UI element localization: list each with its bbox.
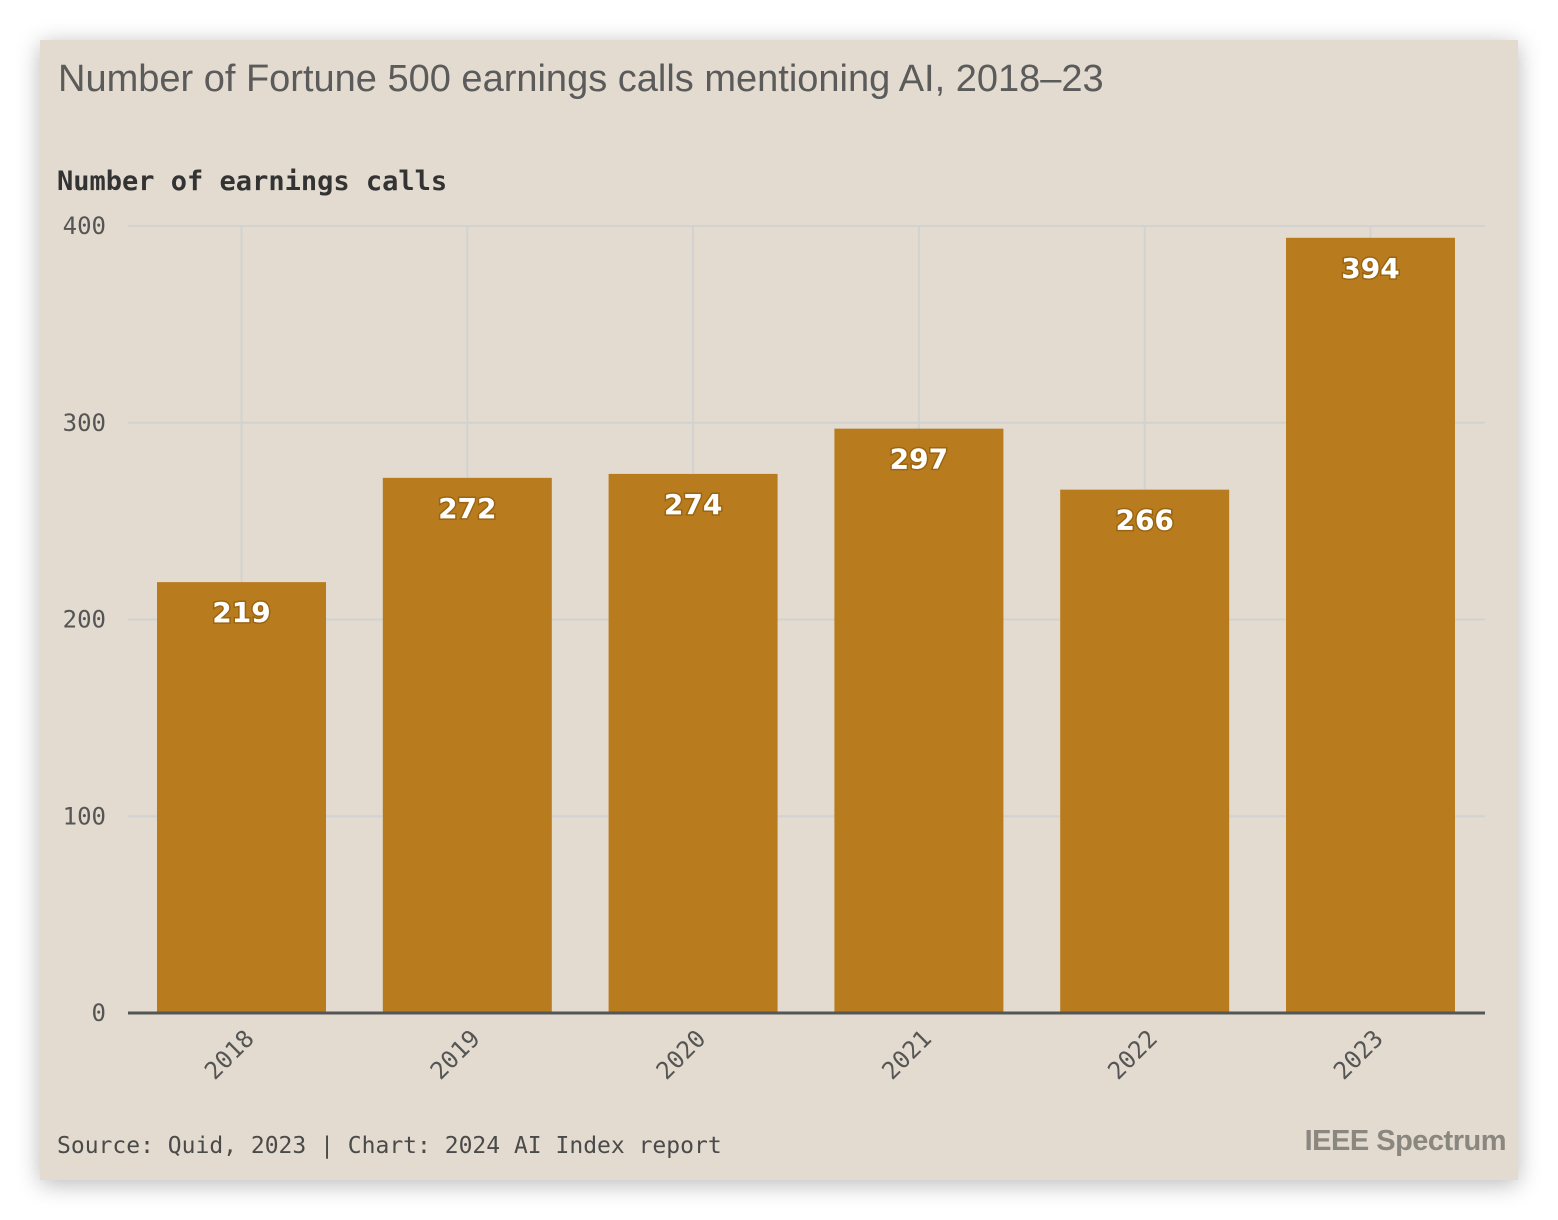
value-label-2020: 274 [664, 488, 722, 521]
x-tick-label-2018: 2018 [199, 1024, 260, 1085]
bar-2019 [382, 477, 552, 1014]
y-tick-label: 300 [63, 409, 106, 437]
bar-2023 [1286, 237, 1455, 1013]
bars [157, 237, 1455, 1014]
x-tick-label-2019: 2019 [425, 1024, 486, 1085]
value-label-2022: 266 [1115, 504, 1173, 537]
y-tick-label: 400 [63, 212, 106, 240]
x-tick-label-2021: 2021 [876, 1024, 937, 1085]
bar-chart: Number of earnings calls 0 100 200 300 400 2… [57, 166, 1485, 1085]
bar-2020 [608, 473, 778, 1013]
gridlines [128, 225, 1485, 1013]
chart-title: Number of Fortune 500 earnings calls men… [58, 58, 1104, 100]
x-tick-label-2023: 2023 [1328, 1024, 1389, 1085]
y-tick-label: 100 [63, 802, 106, 830]
x-tick-label-2022: 2022 [1102, 1024, 1163, 1085]
bar-2018 [157, 582, 326, 1013]
value-label-2018: 219 [212, 596, 270, 629]
bar-2022 [1060, 489, 1230, 1013]
value-labels: 219 272 274 297 266 394 [211, 250, 1401, 630]
value-label-2019: 272 [438, 492, 496, 525]
chart-card: Number of Fortune 500 earnings calls men… [40, 40, 1518, 1180]
y-tick-label: 200 [63, 606, 106, 634]
x-axis-ticks: 2018 2019 2020 2021 2022 2023 [199, 1024, 1389, 1085]
bar-2021 [834, 428, 1004, 1014]
value-label-2023: 394 [1341, 252, 1399, 285]
value-label-2021: 297 [890, 443, 948, 476]
source-note: Source: Quid, 2023 | Chart: 2024 AI Inde… [57, 1133, 722, 1159]
x-tick-label-2020: 2020 [651, 1024, 712, 1085]
y-axis-ticks: 0 100 200 300 400 [63, 212, 106, 1027]
y-axis-title: Number of earnings calls [57, 166, 447, 197]
y-tick-label: 0 [92, 999, 106, 1027]
ieee-spectrum-logo: IEEE Spectrum [1304, 1125, 1507, 1157]
